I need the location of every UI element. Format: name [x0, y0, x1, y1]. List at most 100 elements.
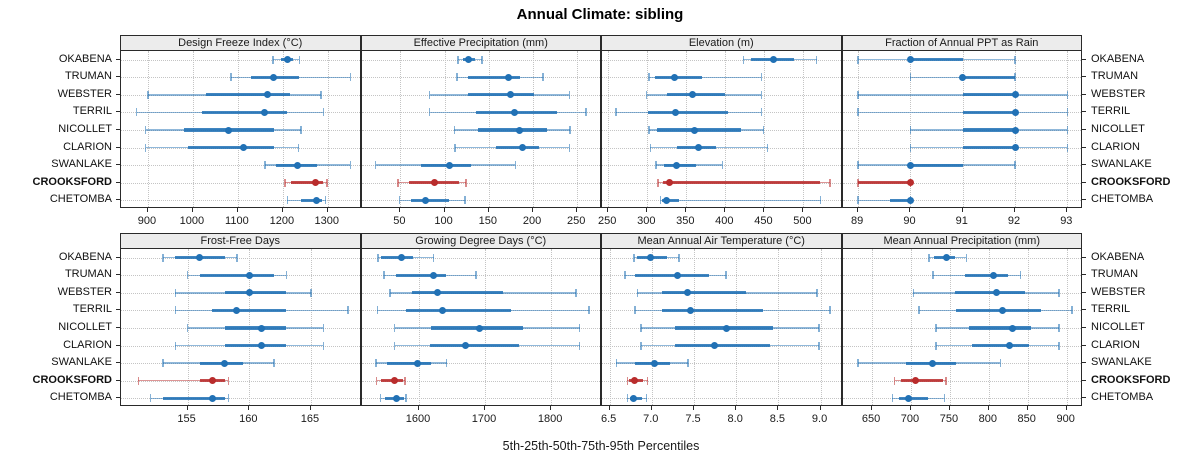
whisker-cap — [857, 359, 859, 368]
whisker-cap — [909, 73, 912, 82]
x-tick-label: 750 — [939, 413, 959, 425]
gridline-horizontal — [361, 275, 600, 277]
whisker-cap — [374, 161, 377, 170]
median-dot — [430, 271, 438, 279]
x-tick-label: 400 — [715, 215, 734, 227]
iqr-bar — [395, 273, 447, 277]
iqr-bar — [206, 93, 290, 97]
x-tick-label: 450 — [754, 215, 773, 227]
y-tick — [1082, 146, 1086, 148]
y-tick — [1082, 129, 1086, 130]
median-dot — [906, 179, 914, 187]
whisker-cap — [230, 73, 232, 82]
row-label: OKABENA — [58, 250, 112, 263]
whisker-cap — [645, 90, 648, 99]
median-dot — [999, 306, 1007, 314]
whisker-cap — [324, 196, 327, 205]
whisker-cap — [298, 55, 301, 64]
whisker-cap — [326, 178, 328, 187]
median-dot — [258, 342, 266, 350]
median-dot — [687, 306, 695, 314]
panel-strip: Effective Precipitation (mm) — [360, 35, 601, 51]
median-dot — [650, 359, 658, 367]
iqr-bar — [162, 396, 225, 400]
iqr-bar — [675, 343, 770, 348]
whisker-cap — [347, 306, 349, 315]
whisker-cap — [918, 306, 920, 315]
whisker-cap — [760, 90, 763, 99]
iqr-bar — [962, 75, 1016, 79]
x-tick-label: 1300 — [314, 215, 340, 227]
whisker-cap — [909, 143, 912, 152]
whisker-cap — [375, 376, 378, 385]
gridline-vertical — [327, 51, 329, 207]
iqr-bar — [405, 308, 511, 313]
iqr-bar — [380, 256, 414, 260]
x-tick — [186, 406, 188, 410]
whisker-cap — [285, 271, 288, 280]
whisker-cap — [649, 143, 652, 152]
whisker-cap — [162, 359, 164, 368]
x-tick-label: 165 — [300, 413, 320, 425]
gridline-horizontal — [602, 59, 841, 61]
gridline-horizontal — [361, 398, 600, 400]
whisker-cap — [453, 126, 456, 134]
whisker-cap — [891, 394, 894, 403]
iqr-bar — [468, 93, 534, 97]
median-dot — [906, 56, 914, 64]
plot-area — [601, 248, 842, 406]
gridline-vertical — [609, 249, 611, 405]
whisker-cap — [640, 324, 642, 332]
iqr-bar — [954, 291, 1026, 295]
y-tick — [1082, 76, 1086, 78]
row-label: CROOKSFORD — [1091, 175, 1171, 188]
gridline-vertical — [310, 249, 312, 405]
x-tick-label: 160 — [239, 413, 258, 425]
x-tick-label: 150 — [478, 215, 497, 227]
y-tick — [116, 181, 120, 183]
whisker-cap — [932, 271, 934, 280]
whisker-cap — [310, 288, 312, 297]
y-tick — [116, 256, 120, 258]
row-label: CHETOMBA — [49, 391, 112, 404]
iqr-bar — [655, 75, 702, 79]
x-tick-label: 500 — [793, 215, 812, 227]
whisker-cap — [174, 306, 177, 315]
median-dot — [393, 394, 401, 402]
median-dot — [462, 342, 470, 350]
whisker-cap — [640, 341, 642, 350]
strip-title: Elevation (m) — [688, 37, 754, 49]
whisker-cap — [1058, 324, 1060, 332]
x-tick-label: 700 — [900, 413, 920, 425]
row-label: TERRIL — [1091, 303, 1131, 316]
whisker-cap — [144, 126, 147, 134]
iqr-bar — [858, 181, 911, 185]
y-tick — [1082, 327, 1086, 328]
panel-frost-free-days: Frost-Free Days 155 160 165 — [116, 233, 361, 433]
whisker-cap — [588, 306, 590, 315]
whisker-cap — [320, 90, 322, 99]
x-tick — [819, 406, 821, 410]
median-dot — [722, 324, 730, 332]
median-dot — [221, 359, 229, 367]
whisker-cap — [300, 126, 302, 134]
y-tick — [116, 379, 120, 381]
whisker-line — [858, 94, 1068, 96]
row-label: TRUMAN — [1091, 70, 1139, 83]
median-dot — [942, 254, 950, 262]
median-dot — [446, 161, 454, 169]
whisker-cap — [1066, 143, 1069, 152]
whisker-cap — [624, 271, 626, 280]
gridline-vertical — [858, 51, 860, 207]
whisker-cap — [829, 178, 831, 187]
iqr-bar — [962, 145, 1016, 150]
whisker-cap — [815, 55, 818, 64]
median-dot — [239, 144, 247, 152]
row-label: SWANLAKE — [1091, 158, 1152, 171]
x-tick-label: 8.0 — [727, 413, 743, 425]
x-tick — [1066, 208, 1068, 212]
whisker-cap — [144, 143, 147, 152]
row-label: WEBSTER — [57, 285, 112, 298]
median-dot — [989, 271, 997, 279]
panel-effective-precipitation-mm-: Effective Precipitation (mm) 50 100 150 200 2… — [360, 35, 601, 235]
